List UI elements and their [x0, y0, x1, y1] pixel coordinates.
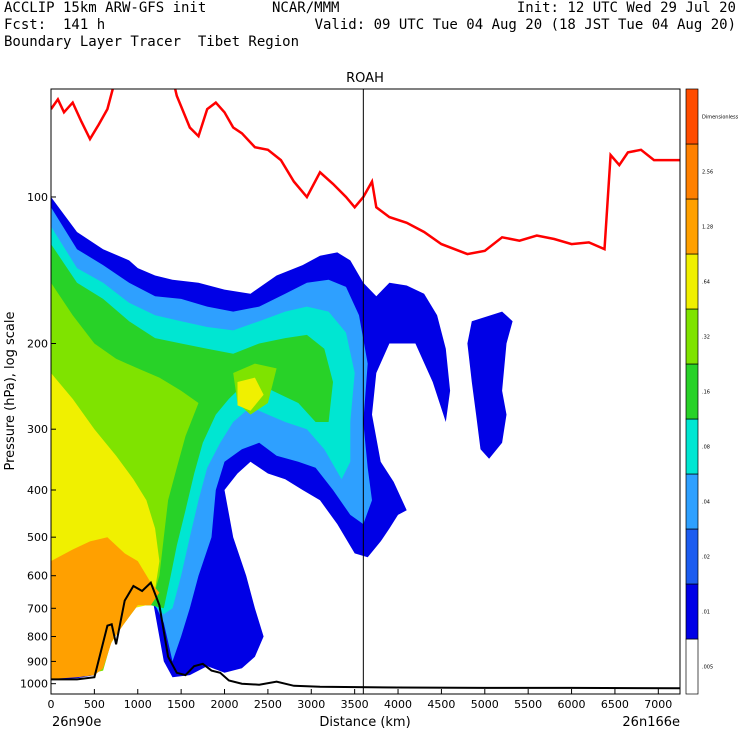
x-tick-label: 4000 — [384, 698, 412, 711]
x-axis-ticks: 0 500 1000 1500 2000 2500 3000 3500 4000 4500 5000… — [48, 689, 672, 711]
x-tick-label: 1000 — [124, 698, 152, 711]
x-tick-label: 7000 — [644, 698, 672, 711]
y-axis-label: Pressure (hPa), log scale — [3, 312, 18, 471]
x-left-end-label: 26n90e — [52, 715, 101, 730]
plot-frame — [50, 88, 681, 695]
y-tick-label: 200 — [27, 337, 48, 350]
tracer-contour-9 — [51, 537, 160, 679]
colorbar-swatch — [685, 308, 699, 365]
y-tick-label: 1000 — [20, 678, 48, 691]
x-tick-label: 5000 — [471, 698, 499, 711]
x-tick-label: 3500 — [341, 698, 369, 711]
colorbar-label: .08 — [702, 445, 710, 451]
x-tick-label: 1500 — [167, 698, 195, 711]
chart-title: ROAH — [346, 71, 384, 86]
colorbar-swatch — [685, 143, 699, 200]
colorbar-label: .04 — [702, 500, 710, 506]
colorbar-swatch — [685, 253, 699, 310]
y-tick-label: 100 — [27, 191, 48, 204]
x-tick-label: 500 — [84, 698, 105, 711]
colorbar-swatch — [685, 583, 699, 640]
x-tick-label: 3000 — [297, 698, 325, 711]
x-tick-label: 2500 — [254, 698, 282, 711]
colorbar-label: .005 — [702, 665, 713, 671]
terrain-line — [51, 580, 680, 690]
y-axis-ticks: 100 200 300 400 500 600 700 800 900 1000 — [20, 191, 56, 691]
colorbar-swatch — [685, 528, 699, 585]
x-tick-label: 6500 — [601, 698, 629, 711]
colorbar-swatch — [685, 418, 699, 475]
colorbar-swatch — [685, 473, 699, 530]
header-right-line2: Valid: 09 UTC Tue 04 Aug 20 (18 JST Tue … — [314, 17, 736, 33]
colorbar-label: 2.56 — [702, 170, 713, 176]
header-right-line1: Init: 12 UTC Wed 29 Jul 20 — [516, 0, 736, 16]
colorbar-label: .02 — [702, 555, 710, 561]
x-axis-label: Distance (km) — [319, 715, 410, 730]
tracer-contour-1 — [467, 311, 513, 459]
y-tick-label: 300 — [27, 423, 48, 436]
colorbar-label: 1.28 — [702, 225, 713, 231]
colorbar-label: .16 — [702, 390, 710, 396]
header-left-line3: Boundary Layer Tracer Tibet Region — [4, 34, 300, 50]
y-tick-label: 800 — [27, 631, 48, 644]
y-tick-label: 400 — [27, 484, 48, 497]
profile-lines — [51, 89, 680, 694]
colorbar-label: .64 — [702, 280, 710, 286]
x-right-end-label: 26n166e — [622, 715, 680, 730]
colorbar-label: Dimensionless — [702, 115, 739, 121]
x-tick-label: 0 — [48, 698, 55, 711]
colorbar-swatch — [685, 363, 699, 420]
header-left-line1: ACCLIP 15km ARW-GFS init — [4, 0, 207, 16]
y-tick-label: 500 — [27, 531, 48, 544]
x-tick-label: 2000 — [211, 698, 239, 711]
x-tick-label: 6000 — [558, 698, 586, 711]
tracer-contour-8 — [237, 377, 264, 411]
colorbar-swatch — [685, 198, 699, 255]
header-center: NCAR/MMM — [272, 0, 340, 16]
y-tick-label: 700 — [27, 602, 48, 615]
colorbar: .005 .01 .02 .04 .08 .16 .32 .64 1.28 2.56 Dimensi… — [685, 88, 739, 695]
colorbar-swatch — [685, 88, 699, 145]
header-left-line2: Fcst: 141 h — [4, 17, 106, 33]
x-tick-label: 4500 — [427, 698, 455, 711]
colorbar-label: .32 — [702, 335, 710, 341]
tracer-field — [51, 197, 513, 680]
colorbar-label: .01 — [702, 610, 710, 616]
x-tick-label: 5500 — [514, 698, 542, 711]
y-tick-label: 600 — [27, 570, 48, 583]
colorbar-swatch — [685, 638, 699, 695]
y-tick-label: 900 — [27, 655, 48, 668]
tropopause-line — [51, 89, 680, 256]
